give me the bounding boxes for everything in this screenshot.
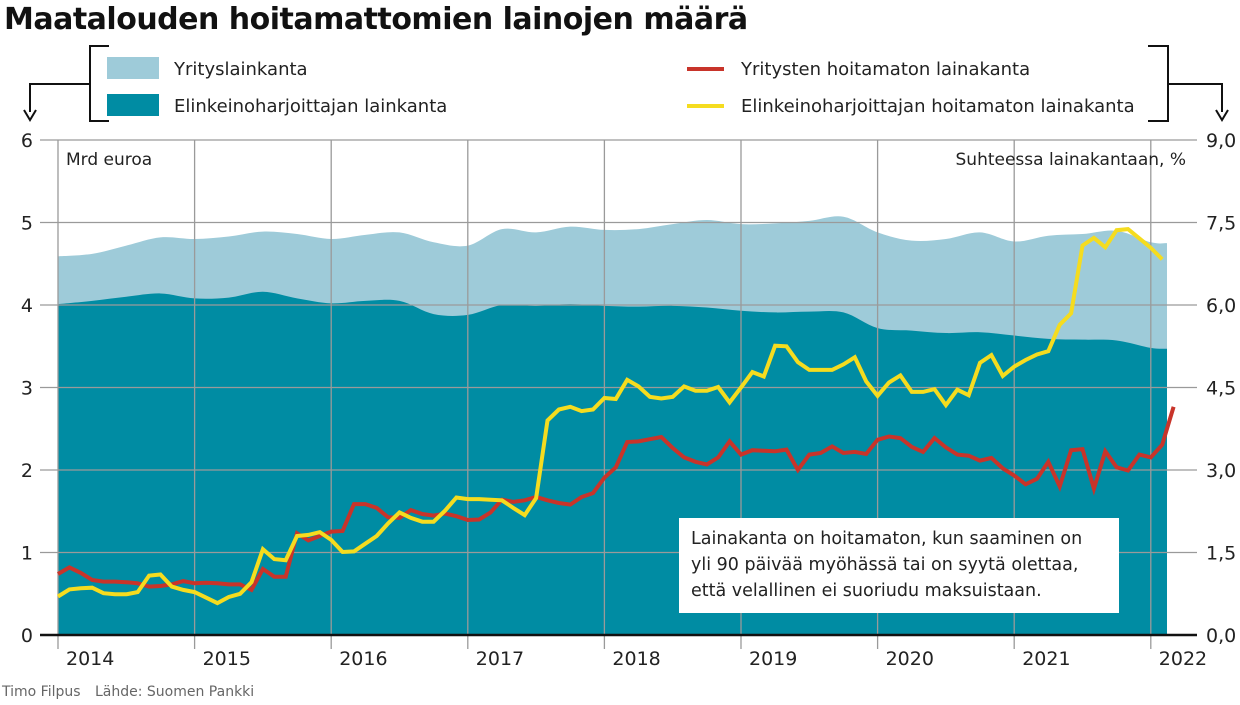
left-axis-tick-label: 3 — [21, 378, 33, 400]
left-axis-tick-label: 4 — [21, 295, 33, 317]
legend-right-bracket — [1148, 45, 1223, 122]
x-axis-tick-label: 2017 — [476, 648, 524, 670]
footer: Timo Filpus Lähde: Suomen Pankki — [2, 684, 254, 700]
right-axis-unit-label: Suhteessa lainakantaan, % — [956, 150, 1187, 170]
right-axis-tick-label: 7,5 — [1206, 213, 1236, 235]
x-axis-tick-label: 2021 — [1022, 648, 1070, 670]
chart-title: Maatalouden hoitamattomien lainojen määr… — [4, 2, 748, 37]
legend-swatch-yrityslainkanta — [107, 57, 159, 79]
x-axis-tick-label: 2016 — [339, 648, 387, 670]
left-axis-tick-label: 6 — [21, 130, 33, 152]
line-elinkeino-hoitamaton — [56, 227, 1164, 606]
x-axis-tick-label: 2022 — [1159, 648, 1207, 670]
x-axis-tick-label: 2020 — [886, 648, 934, 670]
legend-left-bracket — [29, 45, 109, 122]
legend-label-yrityslainkanta: Yrityslainkanta — [173, 59, 308, 80]
note-line: yli 90 päivää myöhässä tai on syytä olet… — [691, 555, 1079, 575]
left-axis-tick-label: 1 — [21, 543, 33, 565]
left-axis-tick-label: 5 — [21, 213, 33, 235]
right-axis-tick-label: 0,0 — [1206, 625, 1236, 647]
definition-note: Lainakanta on hoitamaton, kun saaminen o… — [679, 518, 1119, 613]
right-axis-tick-label: 9,0 — [1206, 130, 1236, 152]
note-line: että velallinen ei suoriudu maksuistaan. — [691, 581, 1042, 601]
axes-layer: 0 1 2 3 4 5 6 0,0 1,5 3,0 4,5 6,0 7,5 9,0 2014 2015 2016… — [21, 130, 1236, 670]
x-axis-tick-label: 2019 — [749, 648, 797, 670]
legend-left-arrow-icon — [23, 109, 37, 122]
author-credit: Timo Filpus — [2, 684, 81, 700]
source-credit: Lähde: Suomen Pankki — [94, 684, 255, 700]
left-axis-tick-label: 2 — [21, 460, 33, 482]
grid-layer — [40, 139, 1197, 649]
x-axis-tick-label: 2015 — [203, 648, 251, 670]
right-axis-tick-label: 1,5 — [1206, 543, 1236, 565]
legend-label-yritysten-hoitamaton: Yritysten hoitamaton lainakanta — [740, 59, 1030, 80]
left-axis-tick-label: 0 — [21, 625, 33, 647]
x-axis-tick-label: 2018 — [612, 648, 660, 670]
legend-right-arrow-icon — [1215, 109, 1229, 122]
legend-label-elinkeino-hoitamaton: Elinkeinoharjoittajan hoitamaton lainaka… — [741, 96, 1135, 117]
right-axis-tick-label: 4,5 — [1206, 378, 1236, 400]
right-axis-tick-label: 6,0 — [1206, 295, 1236, 317]
x-axis-tick-label: 2014 — [66, 648, 114, 670]
right-axis-tick-label: 3,0 — [1206, 460, 1236, 482]
legend-swatch-elinkeino-lainkanta — [107, 94, 159, 116]
legend-label-elinkeino-lainkanta: Elinkeinoharjoittajan lainkanta — [174, 96, 447, 117]
line-layer — [56, 227, 1176, 606]
line-yritysten-hoitamaton — [56, 406, 1176, 593]
note-line: Lainakanta on hoitamaton, kun saaminen o… — [691, 529, 1083, 549]
left-axis-unit-label: Mrd euroa — [66, 150, 152, 170]
legend: Yrityslainkanta Elinkeinoharjoittajan la… — [23, 45, 1229, 122]
